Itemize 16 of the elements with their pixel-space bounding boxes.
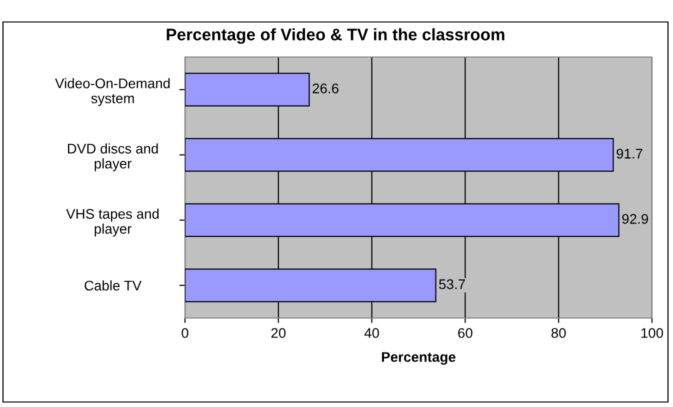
- x-tick-label: 40: [364, 328, 379, 338]
- y-tick-label: Video-On-Demand system: [55, 78, 170, 106]
- y-tick-label: DVD discs and player: [68, 143, 158, 172]
- chart-title: Percentage of Video & TV in the classroom: [166, 28, 504, 44]
- y-tick-label: VHS tapes and player: [66, 208, 159, 237]
- x-tick-label: 20: [271, 328, 286, 338]
- y-tick-label: Cable TV: [84, 280, 142, 291]
- data-label: 91.7: [616, 148, 642, 159]
- data-label: 53.7: [439, 279, 465, 290]
- x-tick-label: 100: [641, 328, 664, 338]
- x-tick-label: 80: [551, 328, 566, 338]
- x-tick-label: 0: [182, 328, 188, 338]
- x-tick-label: 60: [458, 328, 472, 338]
- x-axis-title: Percentage: [382, 352, 456, 365]
- data-label: 26.6: [312, 84, 338, 94]
- data-label: 92.9: [622, 214, 648, 224]
